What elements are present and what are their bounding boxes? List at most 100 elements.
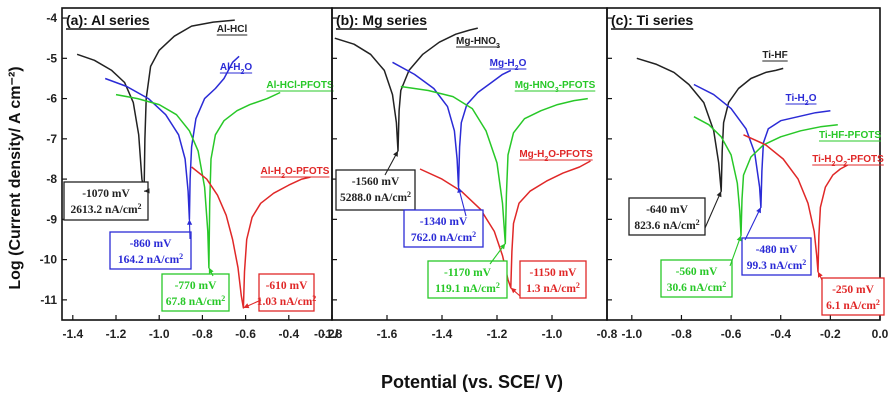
ecorr-arrow-head	[393, 150, 398, 157]
icorr-value: 1.3 nA/cm2	[526, 281, 580, 296]
series-label-part: Ti-H	[786, 93, 805, 104]
y-tick-label: -11	[40, 293, 57, 307]
series-label-part: O	[519, 58, 527, 69]
ecorr-box-frame	[427, 260, 508, 299]
ecorr-box-mg-h2o-pfots: -1150 mV 1.3 nA/cm2	[510, 260, 587, 299]
icorr-value: 67.8 nA/cm2	[166, 294, 226, 309]
panels-layer: (a): Al series -4 -5 -6 -7 -8 -9 -10 -11 -1.4 -1.2…	[40, 7, 889, 341]
panel-a-al-series: (a): Al series -4 -5 -6 -7 -8 -9 -10 -11 -1.4 -1.2…	[40, 7, 339, 341]
icorr-value-text: 119.1 nA/cm	[435, 283, 496, 295]
x-tick-label: -0.8	[597, 327, 618, 341]
icorr-value-text: 1.3 nA/cm	[526, 283, 576, 295]
icorr-value-superscript: 2	[576, 281, 580, 290]
icorr-value-text: 67.8 nA/cm	[166, 296, 222, 308]
ecorr-arrow-head	[457, 187, 463, 193]
icorr-value: 2613.2 nA/cm2	[70, 202, 141, 217]
series-label-ti-h2o: Ti-H2O	[786, 93, 817, 107]
icorr-value-superscript: 2	[876, 298, 880, 307]
ecorr-box-frame	[63, 181, 149, 221]
icorr-value-superscript: 2	[179, 252, 183, 261]
curve-mg-hno3-pfots	[400, 85, 588, 245]
series-label-subscript: 2	[515, 65, 519, 72]
icorr-value: 1.03 nA/cm2	[257, 294, 317, 309]
panel-title: (a): Al series	[66, 12, 150, 28]
ecorr-arrow-head	[756, 207, 761, 214]
series-label-subscript: 2	[805, 100, 809, 107]
ecorr-arrow-head	[736, 235, 742, 242]
y-axis-title: Log (Current density/ A cm⁻²)	[7, 66, 24, 289]
icorr-value: 823.6 nA/cm2	[634, 218, 699, 233]
series-label-subscript: 2	[832, 161, 836, 168]
series-label-part: Mg-HNO	[515, 80, 555, 91]
y-tick-label: -8	[46, 172, 57, 186]
icorr-value-text: 1.03 nA/cm	[257, 296, 313, 308]
series-label-part: O-PFOTS	[285, 166, 330, 177]
y-tick-label: -4	[46, 11, 57, 25]
series-label-part: -PFOTS	[559, 80, 596, 91]
series-label-part: Mg-H	[490, 58, 515, 69]
x-axis-title: Potential (vs. SCE/ V)	[381, 372, 563, 392]
ecorr-box-mg-h2o: -1340 mV 762.0 nA/cm2	[403, 187, 484, 248]
series-label-part: Mg-H	[519, 149, 544, 160]
ecorr-box-frame	[258, 273, 315, 312]
y-tick-label: -7	[46, 132, 57, 146]
icorr-value-superscript: 2	[407, 190, 411, 199]
ecorr-box-ti-hf: -640 mV 823.6 nA/cm2	[628, 190, 722, 236]
series-label-part: Mg-HNO	[456, 36, 496, 47]
ecorr-box-ti-h2o2-pfots: -250 mV 6.1 nA/cm2	[817, 271, 885, 316]
series-label-mg-h2o: Mg-H2O	[490, 58, 527, 72]
panel-title: (b): Mg series	[336, 12, 427, 28]
icorr-value-superscript: 2	[722, 280, 726, 289]
icorr-value-superscript: 2	[138, 202, 142, 211]
ecorr-arrow-head	[187, 219, 193, 225]
icorr-value-superscript: 2	[221, 294, 225, 303]
icorr-value: 119.1 nA/cm2	[435, 281, 500, 296]
icorr-value: 164.2 nA/cm2	[118, 252, 183, 267]
ecorr-potential: -560 mV	[676, 266, 719, 278]
x-tick-label: -0.8	[671, 327, 692, 341]
ecorr-box-frame	[109, 231, 192, 270]
ecorr-box-frame	[519, 260, 587, 299]
icorr-value: 99.3 nA/cm2	[747, 258, 807, 273]
icorr-value-text: 2613.2 nA/cm	[70, 204, 138, 216]
ecorr-potential: -610 mV	[266, 280, 309, 292]
curve-mg-hno3	[334, 27, 478, 152]
ecorr-arrow-head	[144, 188, 150, 194]
ecorr-box-frame	[628, 197, 706, 236]
icorr-value-text: 99.3 nA/cm	[747, 260, 803, 272]
series-label-subscript: 2	[281, 173, 285, 180]
x-tick-label: -1.2	[106, 327, 127, 341]
x-tick-label: -1.6	[377, 327, 398, 341]
ecorr-arrow-head	[510, 287, 517, 294]
ecorr-potential: -1150 mV	[530, 267, 578, 279]
curve-ti-hf	[636, 57, 784, 192]
ecorr-arrow	[744, 207, 762, 241]
icorr-value-superscript: 2	[472, 230, 476, 239]
icorr-value-text: 823.6 nA/cm	[634, 220, 696, 232]
icorr-value-superscript: 2	[802, 258, 806, 267]
curve-al-h2o-pfots	[191, 166, 311, 309]
ecorr-box-al-hcl: -1070 mV 2613.2 nA/cm2	[63, 181, 150, 221]
series-label-part: Ti-H	[812, 154, 831, 165]
icorr-value-superscript: 2	[696, 218, 700, 227]
y-tick-label: -6	[46, 92, 57, 106]
x-tick-label: -1.0	[621, 327, 642, 341]
ecorr-potential: -480 mV	[756, 244, 799, 256]
curve-al-h2o	[104, 55, 240, 221]
icorr-value: 6.1 nA/cm2	[826, 298, 880, 313]
panel-title: (c): Ti series	[611, 12, 693, 28]
x-tick-label: -1.8	[322, 327, 343, 341]
ecorr-potential: -1340 mV	[420, 216, 468, 228]
curve-mg-h2o	[392, 61, 512, 188]
series-label-part: Al-H	[220, 62, 241, 73]
series-label-part: O-PFOTS	[548, 149, 593, 160]
series-label-mg-h2o-pfots: Mg-H2O-PFOTS	[519, 149, 593, 163]
ecorr-arrow-head	[716, 191, 722, 198]
icorr-value: 762.0 nA/cm2	[411, 230, 476, 245]
curve-ti-h2o2-pfots	[743, 134, 849, 273]
x-tick-label: -0.4	[278, 327, 299, 341]
series-label-ti-hf: Ti-HF	[762, 50, 787, 61]
ecorr-potential: -640 mV	[646, 204, 689, 216]
panel-b-mg-series: (b): Mg series -1.8 -1.6 -1.4 -1.2 -1.0 -0.8 Mg…	[322, 7, 618, 341]
icorr-value: 30.6 nA/cm2	[667, 280, 727, 295]
